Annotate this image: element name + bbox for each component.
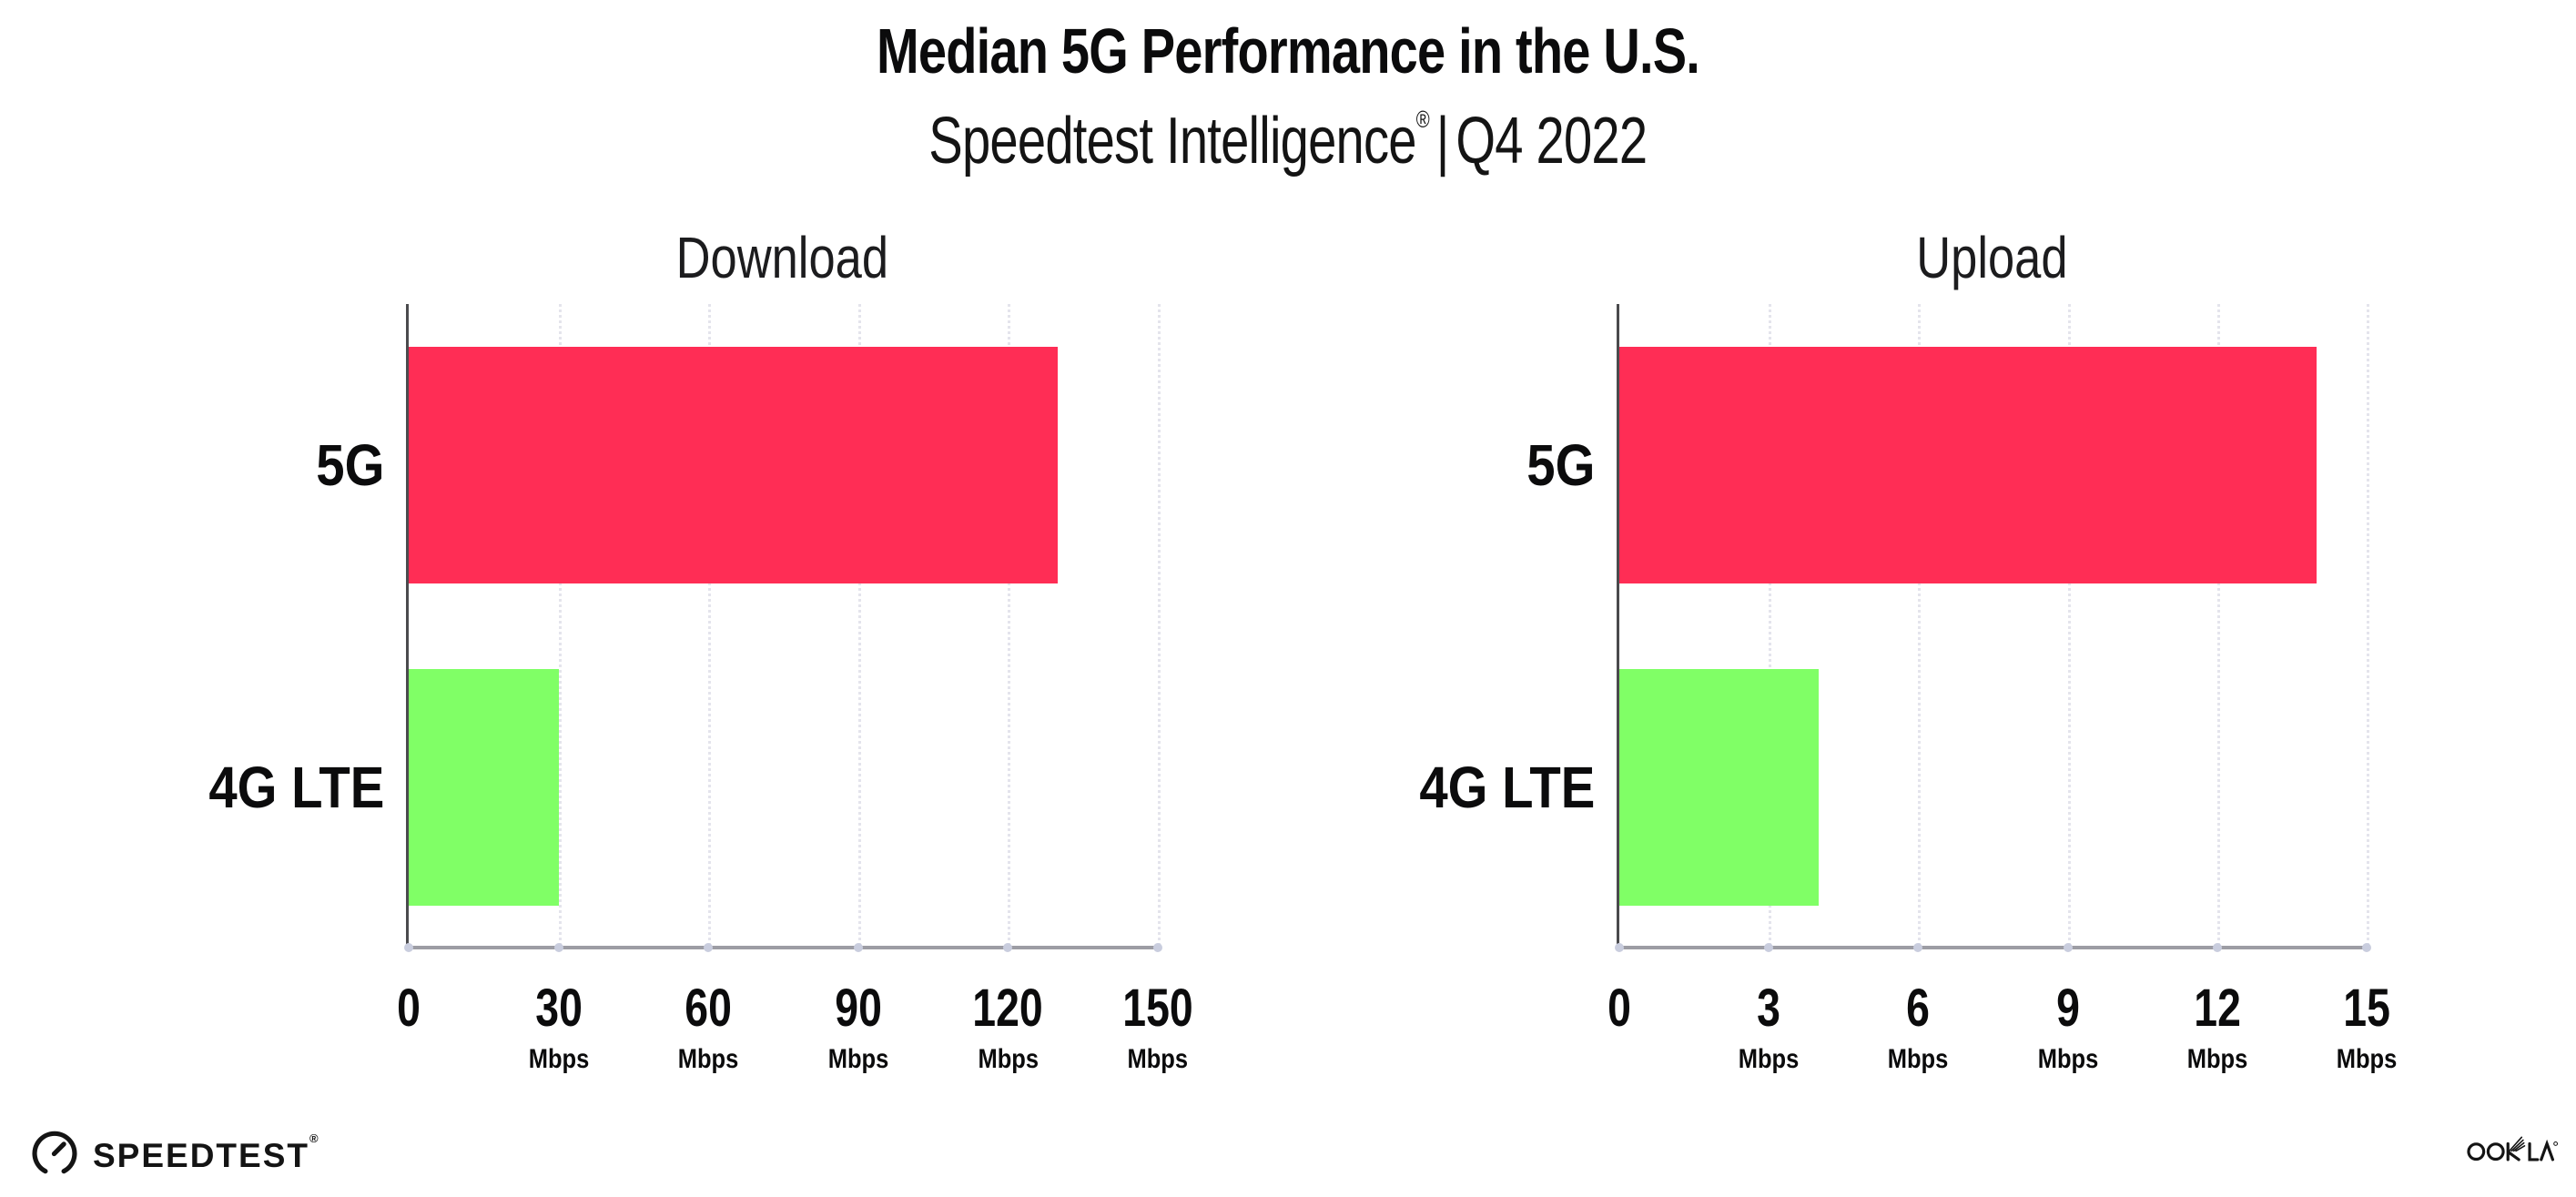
x-axis-tick-label: 6 Mbps: [1888, 979, 1949, 1074]
axis-tick-dot: [553, 943, 563, 952]
axis-tick-dot: [1615, 943, 1624, 952]
gridline: [1158, 304, 1161, 946]
gridline: [2367, 304, 2369, 946]
download-chart-title: Download: [675, 225, 888, 290]
upload-5g-bar: [1619, 347, 2317, 583]
x-axis-tick-label: 120 Mbps: [972, 979, 1044, 1074]
axis-tick-dot: [2212, 943, 2222, 952]
x-axis-tick-label: 0: [397, 979, 421, 1038]
x-axis-tick-label: 60 Mbps: [677, 979, 739, 1074]
upload-chart: Upload 5G 4G LTE 0 3 Mbps: [1419, 0, 2397, 1092]
page-subtitle: Speedtest Intelligence® | Q4 2022: [0, 104, 2576, 178]
download-category-label-4g-lte: 4G LTE: [208, 755, 384, 820]
download-plot-area: 0 30 Mbps 60 Mbps 90 Mbps 120 Mbps 150 M…: [397, 304, 1193, 1074]
download-category-label-5g: 5G: [315, 432, 384, 498]
x-axis-tick-label: 9 Mbps: [2037, 979, 2098, 1074]
speedtest-wordmark: SPEEDTEST®: [93, 1131, 320, 1174]
axis-tick-dot: [1003, 943, 1013, 952]
gridline: [558, 304, 562, 946]
subtitle-period: Q4 2022: [1455, 105, 1648, 178]
x-axis-tick-label: 30 Mbps: [528, 979, 589, 1074]
axis-tick-dot: [1153, 943, 1162, 952]
upload-category-label-4g-lte: 4G LTE: [1419, 755, 1595, 820]
gridline: [2067, 304, 2071, 946]
x-axis-tick-label: 15 Mbps: [2336, 979, 2398, 1074]
gridline: [2216, 304, 2220, 946]
gridline: [1008, 304, 1011, 946]
upload-4g-lte-bar: [1619, 669, 1819, 906]
page-title: Median 5G Performance in the U.S.: [876, 15, 1700, 86]
gridline: [1918, 304, 1922, 946]
x-axis-tick-label: 0: [1607, 979, 1631, 1038]
registered-trademark-symbol: ®: [309, 1131, 320, 1145]
download-5g-bar: [409, 347, 1059, 583]
axis-tick-dot: [2362, 943, 2371, 952]
x-axis-tick-label: 12 Mbps: [2186, 979, 2248, 1074]
subtitle-product: Speedtest Intelligence: [928, 105, 1416, 178]
ookla-logo: [2467, 1134, 2559, 1168]
speedtest-logo: SPEEDTEST®: [30, 1129, 320, 1182]
x-axis-tick-label: 90 Mbps: [827, 979, 889, 1074]
download-chart: Download 5G 4G LTE 0 30 Mbps: [208, 0, 1193, 1092]
axis-tick-dot: [1764, 943, 1774, 952]
axis-tick-dot: [2063, 943, 2073, 952]
gridline: [1769, 304, 1772, 946]
upload-chart-title: Upload: [1915, 225, 2068, 290]
axis-tick-dot: [404, 943, 413, 952]
x-axis-tick-label: 3 Mbps: [1738, 979, 1800, 1074]
download-4g-lte-bar: [409, 669, 559, 906]
axis-tick-dot: [704, 943, 714, 952]
upload-plot-area: 0 3 Mbps 6 Mbps 9 Mbps 12 Mbps 15 Mbps: [1607, 304, 2397, 1074]
gridline: [708, 304, 712, 946]
axis-tick-dot: [853, 943, 863, 952]
registered-trademark-symbol: ®: [1415, 106, 1430, 133]
header: Median 5G Performance in the U.S. Speedt…: [0, 15, 2576, 178]
speedtest-gauge-icon: [30, 1129, 79, 1182]
upload-category-label-5g: 5G: [1526, 432, 1595, 498]
x-axis-tick-label: 150 Mbps: [1122, 979, 1193, 1074]
gridline: [857, 304, 861, 946]
subtitle-separator: |: [1435, 105, 1450, 178]
axis-tick-dot: [1913, 943, 1923, 952]
